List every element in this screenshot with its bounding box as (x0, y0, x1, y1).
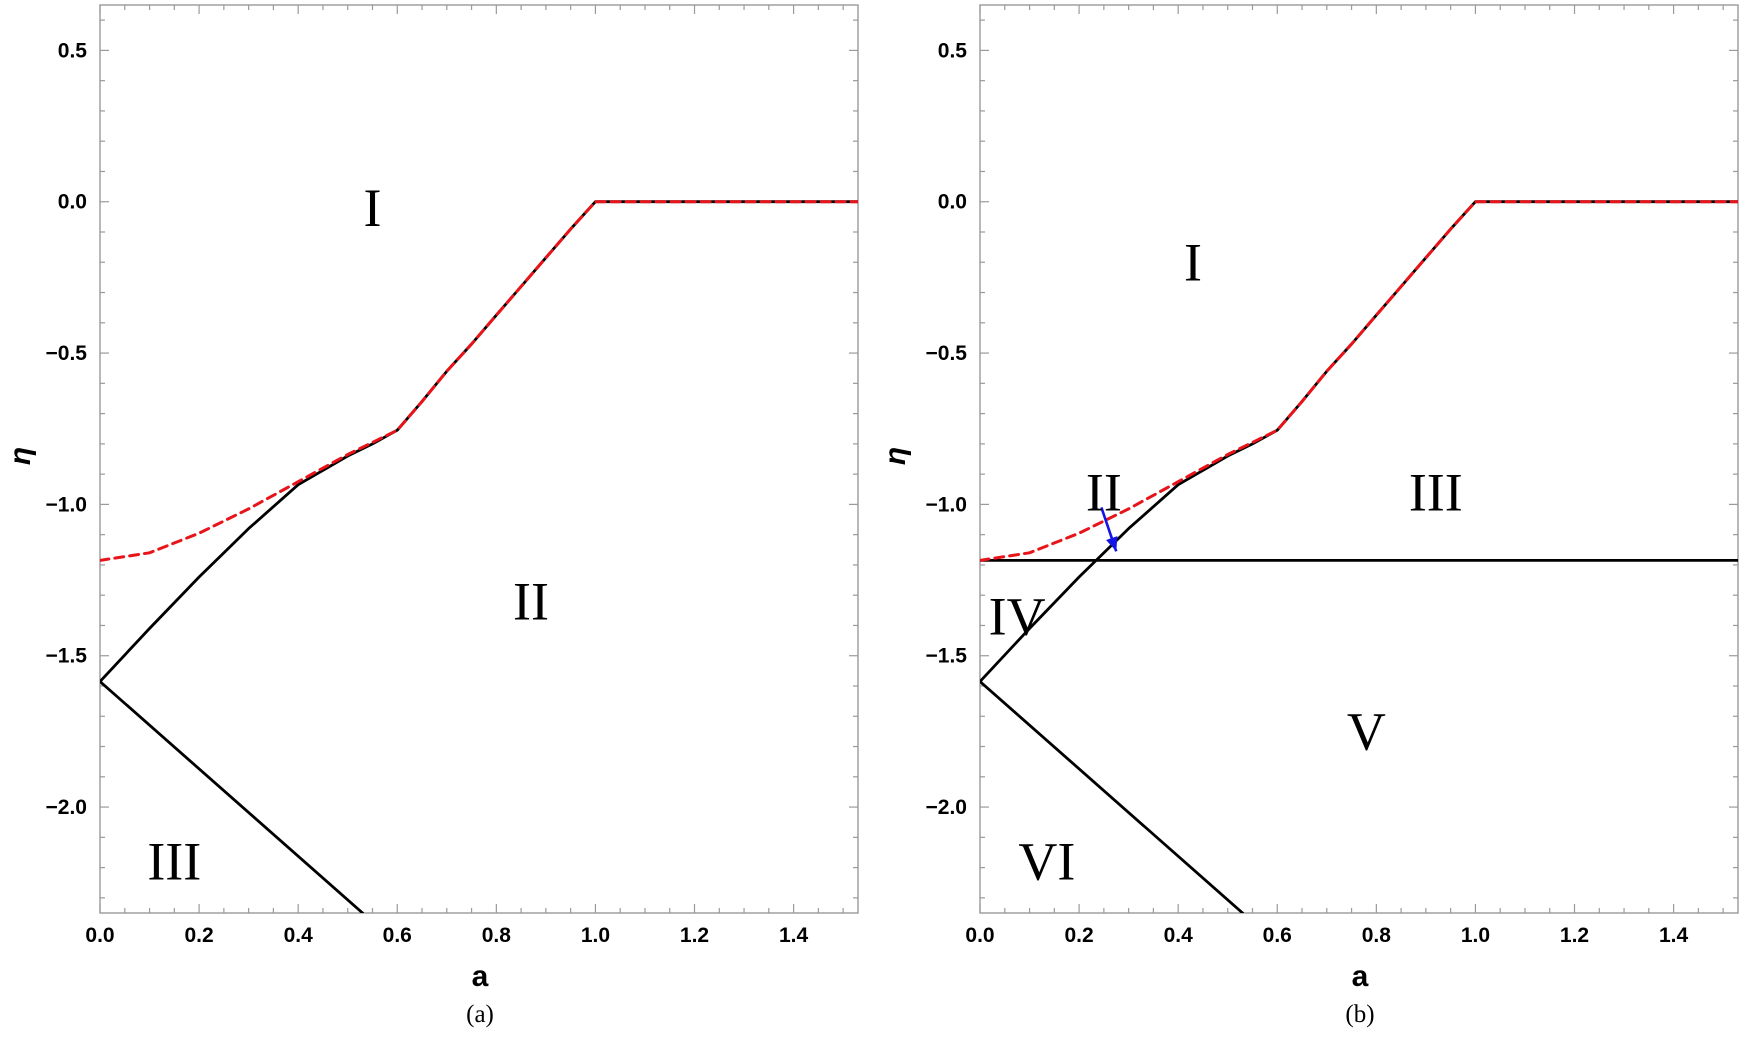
x-tick-label: 0.4 (284, 924, 314, 947)
y-axis-label: η (4, 447, 37, 465)
region-label: III (147, 832, 201, 892)
x-axis-label: a (472, 960, 489, 993)
boundary-line-0 (980, 200, 1738, 683)
region-label: I (1184, 232, 1202, 292)
y-tick-label: −1.5 (46, 645, 88, 668)
x-axis-label: a (1352, 960, 1369, 993)
x-tick-label: 1.4 (779, 924, 809, 947)
y-tick-label: −2.0 (46, 796, 87, 819)
x-tick-label: 1.2 (1560, 924, 1589, 947)
x-tick-label: 1.4 (1659, 924, 1689, 947)
y-tick-label: −2.0 (926, 796, 967, 819)
chart-panel-a: 0.0 0.2 0.4 0.6 0.8 1.0 1.2 1.4 0.5 0.0 −0.5 −1.0 −1… (4, 4, 859, 1028)
region-label: V (1347, 701, 1386, 761)
x-tick-label: 0.4 (1164, 924, 1194, 947)
x-tick-label: 0.6 (383, 924, 412, 947)
y-tick-label: 0.0 (938, 191, 967, 214)
region-label: III (1409, 462, 1463, 522)
region-label: VI (1018, 832, 1075, 892)
x-tick-label: 1.2 (680, 924, 709, 947)
x-tick-label: 0.6 (1263, 924, 1292, 947)
series-group (100, 200, 858, 913)
y-tick-label: −0.5 (46, 342, 88, 365)
region-label: IV (989, 586, 1046, 646)
region-label: II (1086, 462, 1122, 522)
plot-frame (979, 4, 1739, 914)
x-tick-label: 0.8 (482, 924, 512, 947)
boundary-line-1 (980, 680, 1244, 913)
x-tick-label: 0.0 (85, 924, 114, 947)
y-tick-label: 0.5 (938, 39, 968, 62)
x-tick-label: 1.0 (1461, 924, 1490, 947)
series-group (980, 200, 1738, 913)
y-tick-label: −1.5 (926, 645, 968, 668)
y-tick-label: −1.0 (46, 493, 87, 516)
y-tick-label: 0.5 (58, 39, 88, 62)
region-label: II (513, 571, 549, 631)
y-tick-label: −0.5 (926, 342, 968, 365)
region-label: I (363, 178, 381, 238)
x-tick-label: 0.0 (965, 924, 994, 947)
dashed-red-curve-3 (980, 200, 1738, 562)
pointer-arrow-head (1106, 536, 1118, 552)
y-tick-label: 0.0 (58, 191, 87, 214)
x-tick-label: 0.8 (1362, 924, 1392, 947)
y-tick-label: −1.0 (926, 493, 967, 516)
boundary-line-1 (100, 680, 365, 913)
panel-caption: (a) (466, 1001, 494, 1028)
dashed-red-curve-2 (100, 200, 858, 562)
boundary-line-0 (100, 200, 858, 683)
plot-frame (99, 4, 859, 914)
chart-panel-b: 0.0 0.2 0.4 0.6 0.8 1.0 1.2 1.4 0.5 0.0 −0.5 −1.0 −1… (879, 4, 1739, 1028)
x-tick-label: 0.2 (184, 924, 213, 947)
x-tick-label: 1.0 (581, 924, 610, 947)
y-axis-label: η (879, 447, 912, 465)
panel-caption: (b) (1345, 1001, 1374, 1028)
x-tick-label: 0.2 (1064, 924, 1093, 947)
